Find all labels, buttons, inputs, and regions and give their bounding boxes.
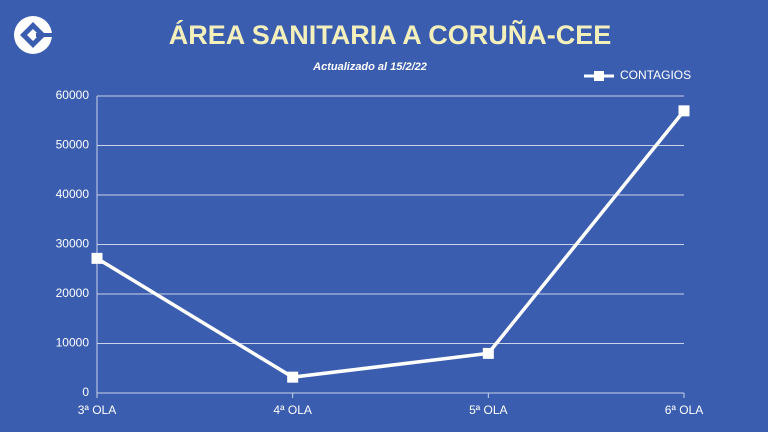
y-tick-label: 30000 (56, 237, 90, 251)
legend-label: CONTAGIOS (620, 68, 691, 82)
x-tick-label: 5ª OLA (469, 403, 507, 417)
data-point (287, 371, 299, 383)
y-tick-label: 40000 (56, 187, 90, 201)
y-tick-label: 10000 (56, 336, 90, 350)
logo (14, 16, 52, 54)
data-point (91, 252, 103, 264)
y-tick-label: 20000 (56, 286, 90, 300)
y-tick-label: 60000 (56, 88, 90, 102)
chart-subtitle: Actualizado al 15/2/22 (312, 61, 427, 73)
y-tick-label: 0 (82, 385, 89, 399)
x-tick-label: 4ª OLA (273, 403, 311, 417)
legend-marker (594, 71, 604, 81)
data-point (678, 105, 690, 117)
data-point (482, 347, 494, 359)
line-series (96, 109, 686, 379)
x-tick-label: 3ª OLA (78, 403, 116, 417)
x-tick-label: 6ª OLA (665, 403, 703, 417)
chart-title: ÁREA SANITARIA A CORUÑA-CEE (169, 19, 612, 50)
y-tick-label: 50000 (56, 138, 90, 152)
